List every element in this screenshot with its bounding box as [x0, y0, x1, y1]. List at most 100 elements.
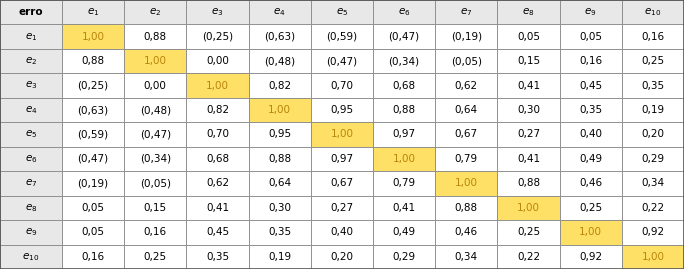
Text: 0,40: 0,40	[330, 227, 354, 237]
Text: 0,25: 0,25	[517, 227, 540, 237]
Bar	[622, 0, 684, 24]
Bar	[124, 122, 187, 147]
Bar	[311, 196, 373, 220]
Text: 0,25: 0,25	[642, 56, 664, 66]
Text: 0,30: 0,30	[517, 105, 540, 115]
Text: 0,49: 0,49	[393, 227, 416, 237]
Bar	[560, 220, 622, 245]
Text: 1,00: 1,00	[579, 227, 602, 237]
Text: 0,46: 0,46	[579, 178, 603, 188]
Bar	[622, 147, 684, 171]
Text: 0,92: 0,92	[579, 252, 603, 262]
Text: 1,00: 1,00	[330, 129, 354, 140]
Bar	[124, 220, 187, 245]
Text: 0,35: 0,35	[268, 227, 291, 237]
Bar	[497, 196, 560, 220]
Bar	[311, 171, 373, 196]
Text: $\mathit{e}_{5}$: $\mathit{e}_{5}$	[25, 129, 37, 140]
Text: (0,05): (0,05)	[140, 178, 171, 188]
Bar	[373, 196, 435, 220]
Bar	[124, 73, 187, 98]
Bar	[373, 24, 435, 49]
Text: (0,34): (0,34)	[140, 154, 171, 164]
Bar	[373, 98, 435, 122]
Bar	[124, 245, 187, 269]
Bar	[373, 245, 435, 269]
Text: 0,40: 0,40	[579, 129, 602, 140]
Text: 0,46: 0,46	[455, 227, 478, 237]
Bar	[435, 122, 497, 147]
Text: 0,41: 0,41	[393, 203, 416, 213]
Bar	[124, 24, 187, 49]
Bar	[0, 73, 62, 98]
Bar	[311, 245, 373, 269]
Bar	[311, 147, 373, 171]
Bar	[62, 220, 124, 245]
Text: 0,05: 0,05	[81, 227, 105, 237]
Text: 0,82: 0,82	[268, 81, 291, 91]
Bar	[0, 147, 62, 171]
Text: 1,00: 1,00	[268, 105, 291, 115]
Bar	[248, 220, 311, 245]
Bar	[248, 147, 311, 171]
Bar	[124, 196, 187, 220]
Bar	[124, 49, 187, 73]
Text: 0,64: 0,64	[455, 105, 478, 115]
Bar	[248, 122, 311, 147]
Bar	[124, 98, 187, 122]
Text: $\mathit{e}_{10}$: $\mathit{e}_{10}$	[644, 6, 661, 18]
Bar	[62, 49, 124, 73]
Bar	[560, 24, 622, 49]
Text: (0,47): (0,47)	[389, 32, 420, 42]
Bar	[560, 73, 622, 98]
Text: $\mathit{e}_{6}$: $\mathit{e}_{6}$	[25, 153, 37, 165]
Text: 0,19: 0,19	[268, 252, 291, 262]
Bar	[124, 171, 187, 196]
Text: 0,67: 0,67	[330, 178, 354, 188]
Text: 0,64: 0,64	[268, 178, 291, 188]
Bar	[435, 98, 497, 122]
Bar	[497, 245, 560, 269]
Bar	[435, 73, 497, 98]
Bar	[187, 73, 248, 98]
Text: 0,25: 0,25	[579, 203, 603, 213]
Bar	[435, 245, 497, 269]
Bar	[622, 98, 684, 122]
Text: 0,62: 0,62	[206, 178, 229, 188]
Text: (0,48): (0,48)	[264, 56, 295, 66]
Text: 0,70: 0,70	[206, 129, 229, 140]
Bar	[0, 171, 62, 196]
Text: $\mathit{e}_{2}$: $\mathit{e}_{2}$	[25, 55, 37, 67]
Text: $\mathit{e}_{4}$: $\mathit{e}_{4}$	[274, 6, 286, 18]
Bar	[622, 171, 684, 196]
Text: 0,79: 0,79	[393, 178, 416, 188]
Bar	[622, 245, 684, 269]
Text: 0,20: 0,20	[330, 252, 354, 262]
Bar	[187, 122, 248, 147]
Text: $\mathit{e}_{9}$: $\mathit{e}_{9}$	[584, 6, 597, 18]
Text: (0,19): (0,19)	[451, 32, 482, 42]
Bar	[62, 147, 124, 171]
Text: 0,95: 0,95	[330, 105, 354, 115]
Text: 0,29: 0,29	[642, 154, 664, 164]
Bar	[248, 0, 311, 24]
Bar	[497, 73, 560, 98]
Text: 0,35: 0,35	[579, 105, 603, 115]
Text: 0,49: 0,49	[579, 154, 603, 164]
Text: 0,20: 0,20	[642, 129, 664, 140]
Bar	[124, 147, 187, 171]
Text: $\mathit{e}_{10}$: $\mathit{e}_{10}$	[23, 251, 40, 263]
Bar	[0, 49, 62, 73]
Text: $\mathit{e}_{3}$: $\mathit{e}_{3}$	[211, 6, 224, 18]
Bar	[62, 196, 124, 220]
Bar	[373, 73, 435, 98]
Bar	[0, 196, 62, 220]
Text: 1,00: 1,00	[517, 203, 540, 213]
Bar	[497, 98, 560, 122]
Bar	[248, 49, 311, 73]
Text: 0,00: 0,00	[206, 56, 229, 66]
Bar	[435, 24, 497, 49]
Bar	[560, 245, 622, 269]
Bar	[435, 171, 497, 196]
Bar	[373, 147, 435, 171]
